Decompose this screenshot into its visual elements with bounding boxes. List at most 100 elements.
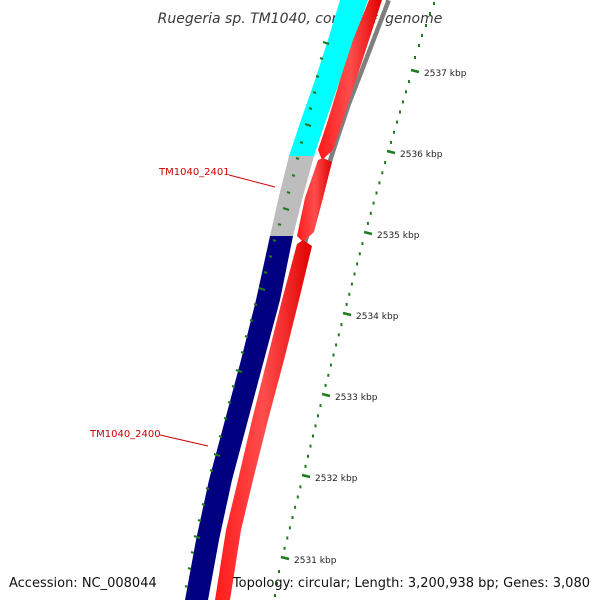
scale-dot [405, 90, 407, 94]
scale-tick [363, 230, 373, 236]
scale-dot [433, 2, 435, 5]
scale-dot [276, 582, 278, 585]
feature-cyan[interactable] [289, 0, 368, 156]
feature-scale-dot [184, 585, 189, 588]
scale-dot [345, 302, 348, 306]
feature-scale-dot [201, 503, 206, 506]
feature-scale-dot [218, 435, 223, 438]
scale-dot [348, 292, 351, 296]
feature-scale-dot [319, 57, 324, 60]
scale-dot [353, 272, 356, 276]
feature-scale-dot [291, 174, 296, 177]
gene-tm1040-2400[interactable] [185, 236, 293, 600]
scale-dot [396, 120, 398, 124]
feature-scale-dot [308, 107, 313, 110]
scale-dot [350, 282, 353, 286]
cds-arrow[interactable] [318, 0, 382, 160]
feature-scale-dot [231, 385, 236, 388]
feature-scale-dot [193, 535, 201, 539]
scale-dot [335, 343, 338, 347]
scale-dot [369, 211, 372, 215]
map-title: Ruegeria sp. TM1040, complete genome [158, 11, 443, 27]
scale-dot [278, 570, 280, 573]
scale-dot [381, 171, 384, 175]
scale-dot [366, 221, 369, 225]
gene-label: TM1040_2401 [158, 167, 230, 178]
scale-dotted-track [184, 2, 435, 597]
scale-dot [356, 262, 359, 266]
feature-scale-dot [322, 41, 330, 45]
feature-scale-dot [240, 351, 245, 354]
scale-tick-label: 2537 kbp [424, 69, 467, 79]
scale-tick-label: 2535 kbp [377, 231, 420, 241]
feature-scale-dot [282, 207, 290, 211]
scale-dot [317, 414, 319, 418]
scale-dot [361, 242, 364, 246]
scale-dot [299, 485, 302, 489]
scale-dot [304, 464, 307, 468]
gene-tm1040-2401[interactable] [270, 156, 314, 236]
scale-tick [410, 68, 420, 74]
scale-dot [327, 373, 330, 377]
cds-arrow[interactable] [215, 240, 312, 600]
scale-tick [301, 473, 311, 479]
scale-tick-label: 2533 kbp [335, 393, 378, 403]
scale-dot [329, 363, 332, 367]
gene-label-tm1040-2401: TM1040_2401 [158, 167, 276, 188]
scale-dot [408, 80, 410, 84]
scale-dot [414, 56, 416, 59]
feature-scale-dot [244, 335, 249, 338]
feature-scale-dot [263, 271, 268, 274]
feature-scale-dot [187, 567, 192, 570]
scale-tick-label: 2532 kbp [315, 474, 358, 484]
feature-scale-dot [277, 223, 282, 226]
feature-scale-dot [249, 319, 254, 322]
feature-scale-dot [223, 417, 228, 420]
feature-scale-dot [253, 303, 258, 306]
scale-dot [393, 130, 395, 134]
scale-dot [294, 505, 297, 509]
scale-dot [314, 424, 317, 428]
feature-scale-dot [272, 239, 277, 242]
scale-tick [386, 149, 396, 155]
scale-dot [378, 181, 381, 185]
feature-scale-dot [190, 551, 195, 554]
feature-scale-dot [304, 123, 312, 127]
scale-dot [337, 333, 340, 337]
gene-label: TM1040_2400 [89, 429, 161, 440]
scale-tick [321, 392, 331, 398]
scale-dot [372, 201, 375, 205]
gene-label-tm1040-2400: TM1040_2400 [89, 429, 209, 447]
leader-line [228, 174, 276, 188]
cds-arrow[interactable] [297, 158, 332, 242]
genome-summary-text: Topology: circular; Length: 3,200,938 bp… [232, 576, 590, 591]
scale-dot [421, 34, 423, 37]
scale-tick [280, 555, 290, 561]
feature-scale-dot [286, 191, 291, 194]
scale-dot [390, 140, 392, 144]
scale-tick [342, 311, 352, 317]
accession-text: Accession: NC_008044 [9, 576, 157, 591]
scale-dot [274, 594, 276, 597]
scale-dot [319, 404, 322, 408]
scale-dot [296, 495, 299, 499]
scale-dot [375, 191, 378, 195]
scale-dot [288, 526, 291, 530]
feature-scale-dot [258, 287, 266, 291]
feature-scale-dot [268, 255, 273, 258]
feature-scale-dot [235, 369, 243, 373]
scale-dot [425, 24, 427, 27]
scale-dot [418, 44, 420, 47]
scale-dot [332, 353, 335, 357]
scale-dot [340, 323, 343, 327]
feature-scale-dot [209, 469, 214, 472]
scale-dot [309, 444, 312, 448]
scale-dot [291, 516, 294, 519]
scale-tick-label: 2531 kbp [294, 556, 337, 566]
scale-tick-label: 2536 kbp [400, 150, 443, 160]
feature-scale-dot [205, 487, 210, 490]
cds-track [215, 0, 382, 600]
scale-ticks: 2531 kbp 2532 kbp 2533 kbp 2534 kbp 2535 kbp… [280, 68, 467, 566]
scale-dot [429, 12, 431, 15]
